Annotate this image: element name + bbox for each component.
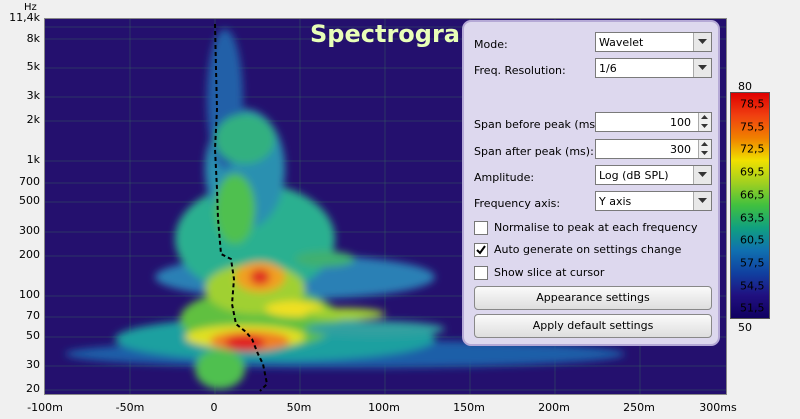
normalise-label: Normalise to peak at each frequency [494, 221, 698, 234]
x-tick-label: -100m [27, 401, 63, 414]
x-tick-label: -50m [115, 401, 145, 414]
chevron-down-icon[interactable] [693, 59, 711, 77]
colorbar-tick-label: 72,5 [740, 142, 765, 156]
settings-panel: Mode: Wavelet Freq. Resolution: 1/6 Span… [462, 20, 720, 346]
y-tick-label: 200 [19, 248, 40, 261]
colorbar [730, 92, 770, 319]
y-tick-label: 2k [26, 113, 40, 126]
resolution-value: 1/6 [599, 62, 617, 75]
chevron-down-icon[interactable] [693, 166, 711, 184]
checkbox-box[interactable] [474, 266, 488, 280]
y-tick-label: 70 [26, 309, 40, 322]
y-tick-label: 11,4k [9, 11, 40, 24]
y-tick-label: 500 [19, 194, 40, 207]
colorbar-tick-label: 54,5 [740, 279, 765, 293]
appearance-settings-button[interactable]: Appearance settings [474, 286, 712, 310]
x-tick-label: 50m [286, 401, 312, 414]
spin-down-icon[interactable] [699, 122, 711, 131]
span-before-value: 100 [670, 116, 691, 129]
span-after-label: Span after peak (ms): [474, 145, 594, 158]
y-tick-label: 300 [19, 224, 40, 237]
show-slice-label: Show slice at cursor [494, 266, 605, 279]
colorbar-tick-label: 66,5 [740, 188, 765, 202]
y-tick-label: 100 [19, 288, 40, 301]
plot-title: Spectrogram [310, 20, 485, 48]
mode-label: Mode: [474, 38, 508, 51]
x-tick-label: 150m [453, 401, 485, 414]
frequency-axis-label: Frequency axis: [474, 197, 561, 210]
span-before-label: Span before peak (ms): [474, 118, 604, 131]
x-tick-label: 300ms [699, 401, 737, 414]
span-after-value: 300 [670, 143, 691, 156]
checkbox-box[interactable] [474, 243, 488, 257]
x-tick-label: 0 [210, 401, 218, 414]
amplitude-label: Amplitude: [474, 171, 535, 184]
y-tick-label: 3k [26, 89, 40, 102]
frequency-axis-select[interactable]: Y axis [595, 191, 712, 211]
y-axis-unit: Hz [24, 2, 37, 13]
span-before-input[interactable]: 100 [595, 112, 712, 132]
colorbar-tick-label: 78,5 [740, 97, 765, 111]
spin-up-icon[interactable] [699, 113, 711, 122]
chevron-down-icon[interactable] [693, 33, 711, 51]
amplitude-value: Log (dB SPL) [599, 169, 669, 182]
colorbar-tick-label: 69,5 [740, 165, 765, 179]
colorbar-tick-label: 63,5 [740, 211, 765, 224]
y-tick-label: 700 [19, 175, 40, 188]
colorbar-min: 50 [738, 321, 752, 334]
colorbar-tick-label: 60,5 [740, 233, 765, 247]
colorbar-tick-label: 75,5 [740, 120, 765, 134]
x-tick-label: 200m [538, 401, 570, 414]
colorbar-max: 80 [738, 80, 752, 93]
frequency-axis-value: Y axis [599, 195, 632, 208]
chevron-down-icon[interactable] [693, 192, 711, 210]
y-tick-label: 5k [26, 60, 40, 73]
checkbox-box[interactable] [474, 221, 488, 235]
y-tick-label: 8k [26, 32, 40, 45]
resolution-select[interactable]: 1/6 [595, 58, 712, 78]
span-after-input[interactable]: 300 [595, 139, 712, 159]
mode-select[interactable]: Wavelet [595, 32, 712, 52]
spin-down-icon[interactable] [699, 149, 711, 158]
y-tick-label: 1k [26, 153, 40, 166]
resolution-label: Freq. Resolution: [474, 64, 566, 77]
y-tick-label: 50 [26, 329, 40, 342]
spin-up-icon[interactable] [699, 140, 711, 149]
apply-default-settings-button[interactable]: Apply default settings [474, 314, 712, 338]
autogen-label: Auto generate on settings change [494, 243, 682, 256]
mode-value: Wavelet [599, 36, 644, 49]
colorbar-tick-label: 57,5 [740, 256, 765, 270]
x-tick-label: 100m [368, 401, 400, 414]
y-tick-label: 30 [26, 358, 40, 371]
y-tick-label: 20 [26, 382, 40, 395]
checkmark-icon [476, 245, 486, 255]
amplitude-select[interactable]: Log (dB SPL) [595, 165, 712, 185]
x-tick-label: 250m [623, 401, 655, 414]
colorbar-tick-label: 51,5 [740, 301, 765, 315]
